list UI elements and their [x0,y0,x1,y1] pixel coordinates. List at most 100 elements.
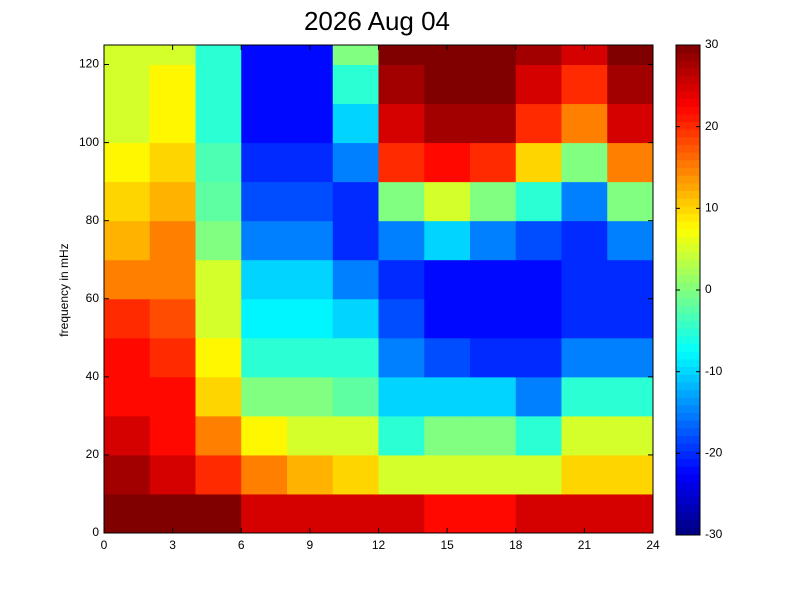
heatmap-cell [195,298,242,339]
colorbar-swatch [676,320,700,329]
heatmap-cell [607,103,654,144]
heatmap-cell [287,454,334,495]
colorbar-swatch [676,450,700,459]
colorbar-swatch [676,175,700,184]
colorbar-swatch [676,335,700,345]
heatmap-cell [378,493,425,534]
colorbar-tick-label: -30 [705,527,723,541]
colorbar-swatch [676,328,700,337]
y-tick-label: 80 [86,213,100,227]
colorbar-tick-label: 10 [705,201,719,215]
heatmap-cell [104,45,151,66]
heatmap-cell [195,493,242,534]
colorbar-swatch [676,496,700,505]
heatmap-cell [378,142,425,183]
heatmap-cell [332,454,379,495]
x-tick-label: 0 [101,538,108,552]
colorbar-swatch [676,121,700,130]
heatmap-cell [149,103,196,144]
colorbar-swatch [676,198,700,207]
heatmap-cell [195,259,242,300]
heatmap-cell [287,259,334,300]
heatmap-cell [470,376,517,417]
heatmap-cell [607,45,654,66]
colorbar-swatch [676,75,700,84]
x-tick-label: 24 [646,538,660,552]
x-tick-label: 12 [372,538,386,552]
colorbar-swatch [676,113,700,123]
heatmap-cell [607,64,654,105]
colorbar-swatch [676,512,700,521]
heatmap-cell [561,415,608,456]
heatmap-cell [287,220,334,261]
heatmap-cell [378,298,425,339]
colorbar-swatch [676,343,700,352]
heatmap-cell [607,298,654,339]
heatmap-cell [195,376,242,417]
colorbar-swatch [676,473,700,482]
heatmap-cell [287,142,334,183]
heatmap-cell [607,493,654,534]
heatmap-cell [607,259,654,300]
heatmap-cell [332,298,379,339]
colorbar-swatch [676,129,700,138]
colorbar-tick-label: 0 [705,282,712,296]
heatmap-cell [287,103,334,144]
heatmap-cell [241,45,288,66]
colorbar-swatch [676,427,700,436]
heatmap-cell [424,337,471,378]
heatmap-cell [424,103,471,144]
heatmap-cell [561,45,608,66]
heatmap-cell [149,181,196,222]
heatmap-cell [104,181,151,222]
heatmap-cell [104,220,151,261]
x-tick-label: 15 [440,538,454,552]
heatmap-cell [378,259,425,300]
colorbar-swatch [676,443,700,452]
heatmap-cell [561,259,608,300]
heatmap-cell [515,376,562,417]
colorbar-swatch [676,67,700,77]
heatmap-cell [241,337,288,378]
colorbar-tick-label: -20 [705,446,723,460]
heatmap-cell [332,103,379,144]
colorbar-swatch [676,458,700,467]
heatmap-cell [607,376,654,417]
heatmap-cell [470,259,517,300]
heatmap-cell [424,64,471,105]
y-tick-label: 40 [86,369,100,383]
heatmap-cell [241,103,288,144]
heatmap-cell [195,103,242,144]
heatmap-cell [241,298,288,339]
x-tick-label: 6 [238,538,245,552]
x-tick-label: 9 [307,538,314,552]
colorbar-swatch [676,267,700,276]
heatmap-cell [424,142,471,183]
heatmap-cell [287,337,334,378]
heatmap-cell [561,337,608,378]
heatmap-cell [561,103,608,144]
heatmap-cell [378,415,425,456]
heatmap-cell [241,181,288,222]
heatmap-cell [515,454,562,495]
heatmap-cell [515,142,562,183]
heatmap-cell [195,415,242,456]
colorbar-swatch [676,397,700,406]
heatmap-cell [332,493,379,534]
heatmap-cell [378,181,425,222]
heatmap-cell [287,298,334,339]
heatmap-cell [241,376,288,417]
colorbar-swatch [676,90,700,100]
heatmap-cell [515,298,562,339]
colorbar-swatch [676,244,700,253]
heatmap-cell [104,415,151,456]
heatmap-cell [332,64,379,105]
heatmap-cell [515,337,562,378]
heatmap-cell [332,45,379,66]
heatmap-cell [287,493,334,534]
heatmap-cell [104,259,151,300]
heatmap-cell [470,45,517,66]
y-tick-label: 100 [79,135,99,149]
heatmap-cell [424,181,471,222]
